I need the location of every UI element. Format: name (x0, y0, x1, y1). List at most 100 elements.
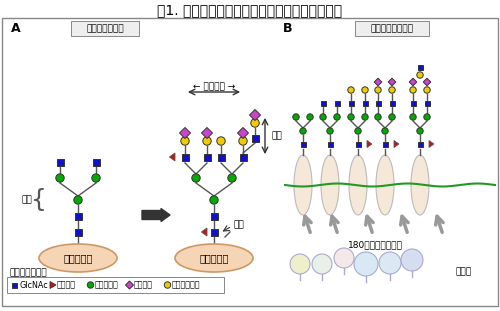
Circle shape (401, 249, 423, 271)
Text: ← 枝分かれ →: ← 枝分かれ → (193, 82, 235, 91)
Circle shape (379, 252, 401, 274)
Bar (204, 154, 210, 160)
Bar (376, 100, 380, 105)
Circle shape (382, 128, 388, 134)
Circle shape (181, 137, 189, 145)
Bar (410, 100, 416, 105)
Text: タンパク質: タンパク質 (64, 253, 92, 263)
Text: 細胞内: 細胞内 (455, 267, 471, 276)
Circle shape (327, 128, 333, 134)
Text: シアル酸: シアル酸 (134, 281, 153, 290)
Bar (348, 100, 354, 105)
Bar (218, 154, 224, 160)
Circle shape (389, 87, 395, 93)
Bar (334, 100, 340, 105)
Circle shape (417, 128, 423, 134)
Text: B: B (283, 21, 292, 35)
Circle shape (203, 137, 211, 145)
Circle shape (334, 114, 340, 120)
Text: ガラクトース: ガラクトース (172, 281, 201, 290)
Bar (56, 159, 64, 165)
Circle shape (307, 114, 313, 120)
FancyBboxPatch shape (7, 277, 224, 293)
Bar (362, 100, 368, 105)
Polygon shape (170, 153, 175, 161)
Text: {: { (31, 188, 47, 212)
Circle shape (251, 119, 259, 127)
Circle shape (348, 87, 354, 93)
Bar (320, 100, 326, 105)
Bar (300, 142, 306, 146)
Ellipse shape (321, 155, 339, 215)
Circle shape (164, 282, 170, 288)
Bar (356, 142, 360, 146)
Ellipse shape (411, 155, 429, 215)
Circle shape (424, 114, 430, 120)
Bar (74, 212, 82, 220)
Circle shape (312, 254, 332, 274)
Bar (252, 134, 258, 142)
Bar (210, 212, 218, 220)
Circle shape (355, 128, 361, 134)
Circle shape (192, 174, 200, 182)
Text: 糖の種類と記号: 糖の種類と記号 (10, 268, 48, 277)
Text: マンノース: マンノース (95, 281, 119, 290)
Bar (92, 159, 100, 165)
Circle shape (228, 174, 236, 182)
Text: 糖鎖の形の多様性: 糖鎖の形の多様性 (370, 24, 414, 33)
Polygon shape (394, 141, 399, 147)
Polygon shape (367, 141, 372, 147)
Bar (390, 100, 394, 105)
Circle shape (300, 128, 306, 134)
Bar (418, 142, 422, 146)
Polygon shape (50, 281, 56, 289)
Circle shape (410, 114, 416, 120)
Circle shape (56, 174, 64, 182)
Circle shape (320, 114, 326, 120)
Circle shape (290, 254, 310, 274)
Circle shape (239, 137, 247, 145)
Circle shape (92, 174, 100, 182)
Circle shape (348, 114, 354, 120)
Circle shape (74, 196, 82, 204)
Text: 伸長: 伸長 (272, 132, 283, 141)
Circle shape (217, 137, 225, 145)
Text: GlcNAc: GlcNAc (19, 281, 48, 290)
Ellipse shape (175, 244, 253, 272)
Text: 図1. タンパク質に付いた糖鎖のバリエーション: 図1. タンパク質に付いた糖鎖のバリエーション (158, 3, 342, 17)
Bar (382, 142, 388, 146)
Circle shape (334, 248, 354, 268)
Circle shape (88, 282, 94, 288)
Circle shape (354, 252, 378, 276)
Polygon shape (429, 141, 434, 147)
Bar (210, 229, 218, 235)
Bar (328, 142, 332, 146)
Circle shape (362, 114, 368, 120)
Bar (424, 100, 430, 105)
Ellipse shape (376, 155, 394, 215)
Circle shape (410, 87, 416, 93)
Text: A: A (11, 21, 20, 35)
Ellipse shape (349, 155, 367, 215)
Bar (240, 154, 246, 160)
Ellipse shape (294, 155, 312, 215)
Text: フコース: フコース (57, 281, 76, 290)
Text: 糖鎖の形の一例: 糖鎖の形の一例 (86, 24, 124, 33)
FancyBboxPatch shape (71, 21, 139, 36)
Ellipse shape (39, 244, 117, 272)
Bar (74, 229, 82, 235)
FancyBboxPatch shape (355, 21, 429, 36)
Bar (418, 64, 422, 69)
FancyArrow shape (142, 208, 170, 221)
Circle shape (362, 87, 368, 93)
Circle shape (293, 114, 299, 120)
Circle shape (375, 87, 381, 93)
Circle shape (375, 114, 381, 120)
Text: 糖鎖: 糖鎖 (22, 196, 33, 205)
Circle shape (424, 87, 430, 93)
Bar (12, 282, 17, 287)
Circle shape (389, 114, 395, 120)
FancyBboxPatch shape (2, 18, 498, 306)
Text: タンパク質: タンパク質 (200, 253, 228, 263)
Text: 180種の糖転移酵素: 180種の糖転移酵素 (348, 240, 403, 249)
